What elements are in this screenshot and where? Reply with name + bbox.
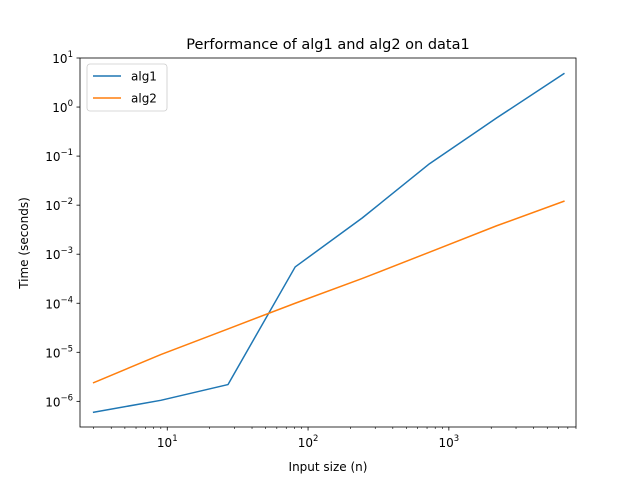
x-tick-label: 102: [298, 434, 319, 450]
series-line-alg2: [92, 200, 565, 384]
y-tick-label: 100: [52, 99, 73, 115]
x-tick-label: 101: [157, 434, 178, 450]
plot-area: 101 102 103 10−6 10−5 10−4 10−3 10−2 10−1 100 101 a…: [45, 50, 577, 450]
chart-title: Performance of alg1 and alg2 on data1: [186, 37, 469, 53]
y-tick-label: 101: [52, 50, 73, 66]
legend-label-alg2: alg2: [131, 92, 157, 106]
x-tick-label: 103: [438, 434, 459, 450]
legend-label-alg1: alg1: [131, 70, 157, 84]
y-tick-label: 10−5: [45, 344, 73, 360]
y-axis-label: Time (seconds): [17, 197, 31, 290]
y-tick-label: 10−2: [45, 197, 73, 213]
series-line-alg1: [92, 72, 565, 414]
axes-frame: [79, 57, 577, 428]
y-tick-label: 10−1: [45, 148, 73, 164]
y-tick-label: 10−4: [45, 295, 73, 311]
legend: alg1 alg2: [86, 63, 168, 112]
x-axis-label: Input size (n): [289, 460, 368, 474]
y-tick-label: 10−6: [45, 393, 73, 409]
y-tick-label: 10−3: [45, 246, 73, 262]
